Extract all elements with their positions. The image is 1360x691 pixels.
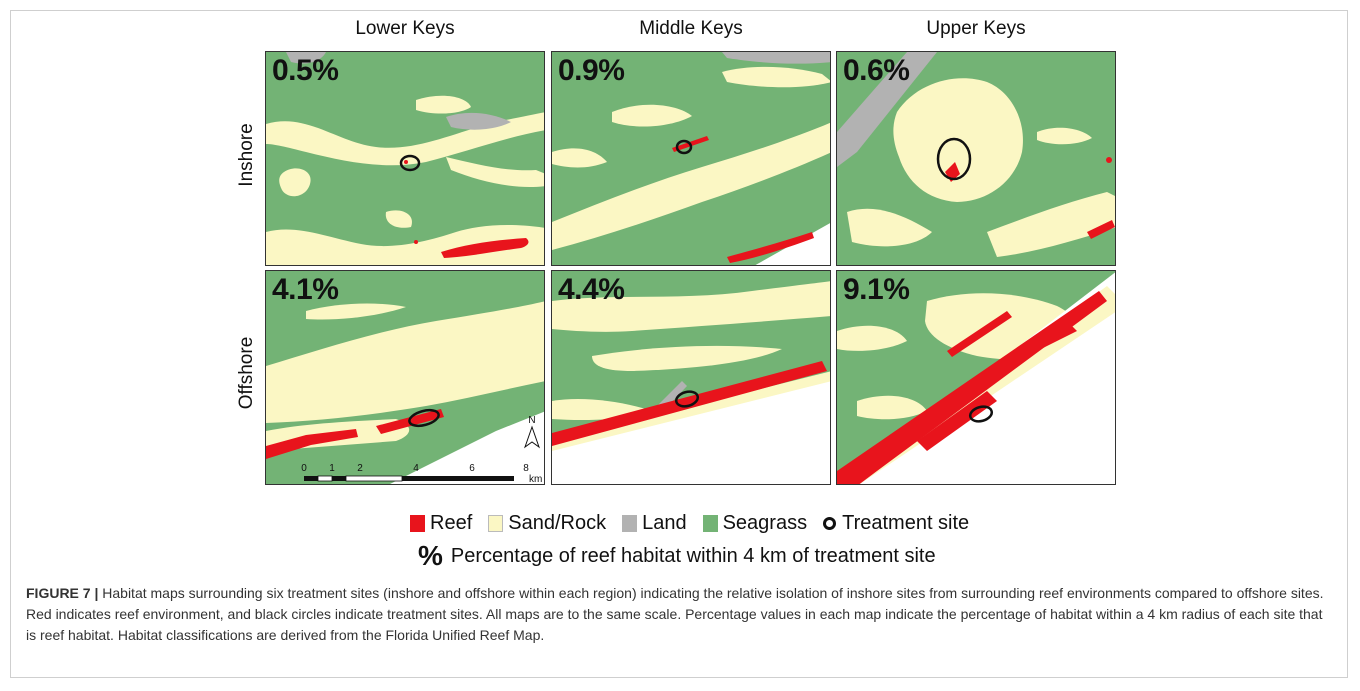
column-title-middle-keys: Middle Keys: [639, 18, 743, 39]
habitat-map-middle-offshore: [552, 271, 830, 484]
svg-text:8: 8: [523, 463, 529, 474]
legend-item-reef: Reef: [410, 512, 472, 535]
reef-percent-label: 4.4%: [558, 273, 625, 306]
legend: Reef Sand/Rock Land Seagrass Treatment s…: [410, 510, 985, 536]
habitat-map-lower-offshore: N 0 1 2 4 6 8 km: [266, 271, 544, 485]
figure-caption: FIGURE 7 | Habitat maps surrounding six …: [26, 583, 1336, 646]
north-arrow-icon: [524, 425, 540, 449]
scale-bar: 0 1 2 4 6 8 km: [301, 463, 542, 485]
sand-rock-swatch: [488, 514, 504, 532]
reef-percent-label: 4.1%: [272, 273, 339, 306]
map-lower-keys-inshore: 0.5%: [265, 51, 545, 266]
svg-text:6: 6: [469, 463, 475, 474]
land-swatch: [622, 514, 638, 532]
map-upper-keys-offshore: 9.1%: [836, 270, 1116, 485]
row-label-offshore: Offshore: [236, 336, 257, 410]
svg-text:2: 2: [357, 463, 363, 474]
legend-item-treatment-site: Treatment site: [823, 512, 969, 535]
seagrass-swatch: [702, 514, 718, 532]
column-title-upper-keys: Upper Keys: [926, 18, 1026, 39]
percent-legend-text: Percentage of reef habitat within 4 km o…: [450, 544, 936, 567]
map-middle-keys-offshore: 4.4%: [551, 270, 831, 485]
legend-item-seagrass: Seagrass: [702, 512, 807, 535]
svg-text:1: 1: [329, 463, 335, 474]
legend-item-land: Land: [622, 512, 687, 535]
map-upper-keys-inshore: 0.6%: [836, 51, 1116, 266]
reef-swatch: [410, 514, 425, 532]
caption-text: Habitat maps surrounding six treatment s…: [26, 585, 1324, 643]
column-title-lower-keys: Lower Keys: [355, 18, 455, 39]
figure-label: FIGURE 7 |: [26, 585, 99, 601]
reef-percent-label: 9.1%: [843, 273, 910, 306]
treatment-site-ring: [968, 405, 994, 423]
figure-frame: [10, 10, 1348, 678]
treatment-site-ring: [936, 137, 972, 181]
habitat-map-middle-inshore: [552, 52, 830, 265]
treatment-site-ring: [399, 154, 421, 172]
map-lower-keys-offshore: N 0 1 2 4 6 8 km 4.1%: [265, 270, 545, 485]
habitat-map-upper-inshore: [837, 52, 1115, 265]
reef-percent-label: 0.6%: [843, 54, 910, 87]
treatment-site-ring-icon: [823, 516, 837, 530]
north-label: N: [528, 415, 535, 426]
reef-percent-label: 0.5%: [272, 54, 339, 87]
svg-text:km: km: [529, 474, 542, 485]
treatment-site-ring: [675, 139, 693, 155]
habitat-map-lower-inshore: [266, 52, 544, 265]
reef-percent-label: 0.9%: [558, 54, 625, 87]
percent-legend: % Percentage of reef habitat within 4 km…: [418, 540, 936, 572]
percent-symbol: %: [418, 540, 443, 571]
treatment-site-ring: [408, 408, 440, 428]
habitat-map-upper-offshore: [837, 271, 1115, 484]
svg-text:0: 0: [301, 463, 307, 474]
treatment-site-ring: [674, 390, 700, 408]
map-middle-keys-inshore: 0.9%: [551, 51, 831, 266]
svg-text:4: 4: [413, 463, 419, 474]
row-label-inshore: Inshore: [236, 123, 257, 187]
legend-item-sand-rock: Sand/Rock: [488, 512, 606, 535]
